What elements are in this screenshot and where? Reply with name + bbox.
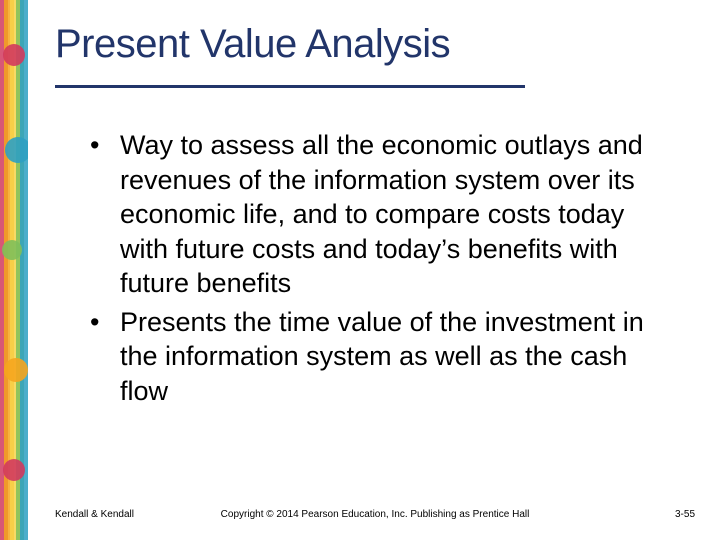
bullet-item: Way to assess all the economic outlays a…: [90, 128, 660, 301]
slide-footer: Kendall & Kendall Copyright © 2014 Pears…: [55, 509, 695, 520]
title-underline: [55, 85, 525, 88]
sidebar-graphic: [0, 0, 28, 540]
slide-title: Present Value Analysis: [55, 22, 695, 67]
footer-author: Kendall & Kendall: [55, 509, 134, 520]
decorative-sidebar: [0, 0, 28, 540]
footer-page-number: 3-55: [675, 509, 695, 520]
slide-content: Present Value Analysis Way to assess all…: [55, 0, 695, 540]
bullet-item: Presents the time value of the investmen…: [90, 305, 660, 409]
footer-copyright: Copyright © 2014 Pearson Education, Inc.…: [221, 509, 530, 520]
bullet-list: Way to assess all the economic outlays a…: [90, 128, 660, 408]
